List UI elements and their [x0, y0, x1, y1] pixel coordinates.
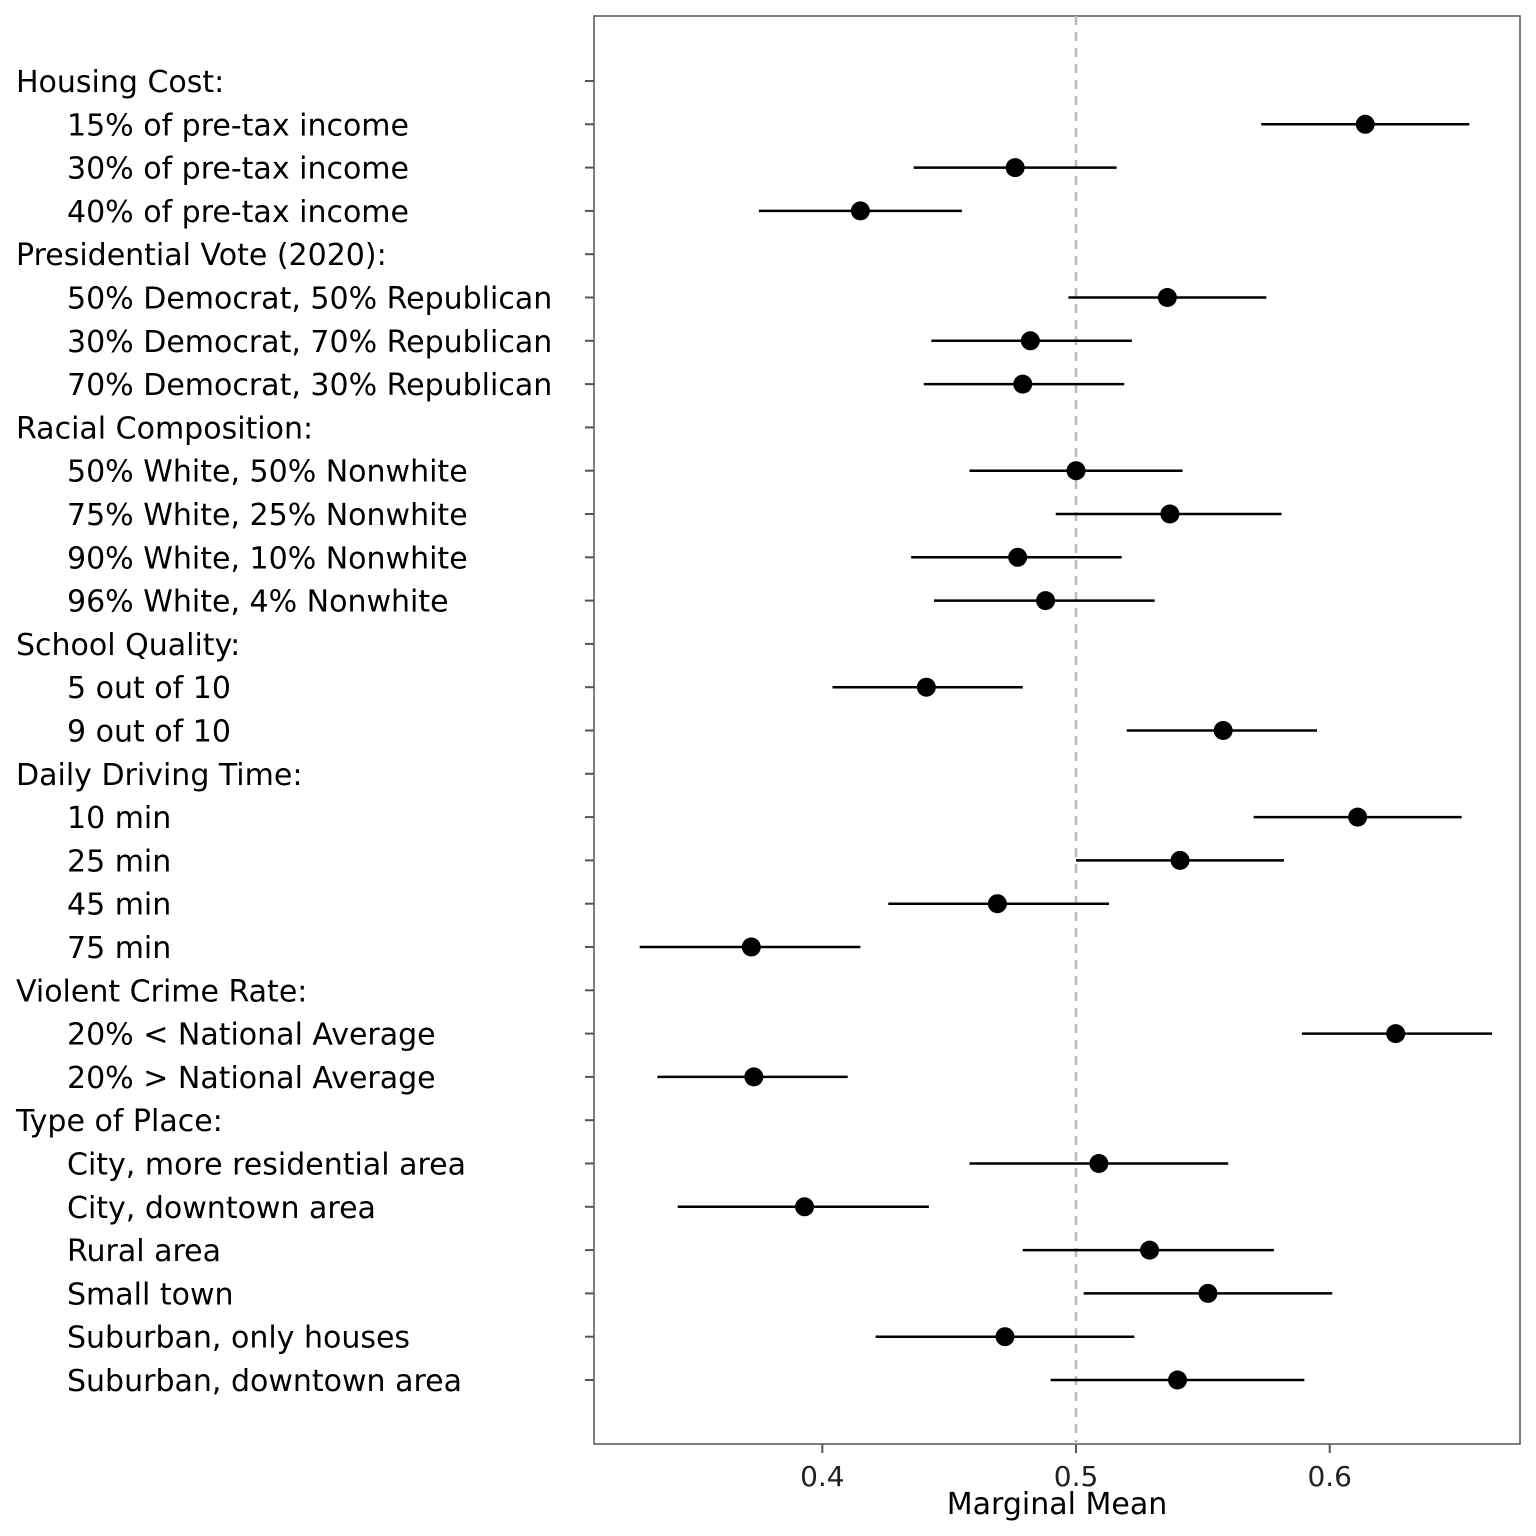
level-label: 5 out of 10 [67, 671, 231, 706]
level-label: 50% White, 50% Nonwhite [67, 455, 468, 490]
point-estimate [916, 677, 936, 697]
y-axis-ticks [585, 80, 594, 1381]
level-label: 96% White, 4% Nonwhite [67, 585, 449, 620]
attribute-header-label: Daily Driving Time: [16, 758, 302, 793]
x-tick-label: 0.4 [800, 1460, 845, 1493]
level-label: 20% > National Average [67, 1061, 436, 1096]
level-label: 9 out of 10 [67, 715, 231, 750]
point-estimates-layer [639, 114, 1493, 1390]
level-label: 90% White, 10% Nonwhite [67, 541, 468, 576]
plot-panel [593, 15, 1521, 1445]
level-label: 75% White, 25% Nonwhite [67, 498, 468, 533]
point-estimate [1348, 807, 1368, 827]
y-axis-labels: Housing Cost: 15% of pre-tax income 30% of… [15, 65, 552, 1399]
level-label: 15% of pre-tax income [67, 108, 409, 143]
point-estimate [1036, 591, 1056, 611]
attribute-header-label: Presidential Vote (2020): [16, 238, 387, 273]
point-estimate [1089, 1154, 1109, 1173]
point-estimate [1386, 1024, 1406, 1044]
point-estimate [995, 1327, 1015, 1347]
point-estimate [1157, 288, 1177, 307]
level-label: Suburban, only houses [67, 1321, 410, 1356]
point-estimate [1005, 158, 1025, 178]
level-label: 75 min [67, 931, 171, 966]
point-estimate [1013, 374, 1033, 394]
point-estimate [1198, 1283, 1218, 1303]
level-label: 45 min [67, 888, 171, 923]
point-estimate [1008, 547, 1028, 567]
level-label: 30% of pre-tax income [67, 152, 409, 187]
level-label: 40% of pre-tax income [67, 195, 409, 230]
attribute-header-label: School Quality: [16, 628, 240, 663]
level-label: 50% Democrat, 50% Republican [67, 282, 552, 317]
attribute-header-label: Racial Composition: [16, 411, 313, 446]
level-label: 30% Democrat, 70% Republican [67, 325, 552, 360]
x-tick-label: 0.6 [1307, 1460, 1352, 1493]
point-estimate [1170, 850, 1190, 870]
point-estimate [1140, 1240, 1160, 1260]
x-tick-label: 0.5 [1054, 1460, 1099, 1493]
point-estimate [850, 201, 870, 221]
point-estimate [741, 937, 761, 957]
point-estimate [1160, 504, 1180, 524]
x-axis-title: Marginal Mean [947, 1487, 1167, 1522]
point-estimate [1168, 1370, 1188, 1390]
level-label: 20% < National Average [67, 1018, 436, 1053]
point-estimate [1020, 331, 1040, 351]
point-estimate [1213, 721, 1233, 740]
point-estimate [744, 1067, 764, 1087]
level-label: Small town [67, 1277, 234, 1312]
attribute-header-label: Type of Place: [15, 1104, 223, 1139]
level-label: 25 min [67, 844, 171, 879]
point-estimate [1066, 461, 1086, 481]
attribute-header-label: Violent Crime Rate: [16, 974, 307, 1009]
point-estimate [795, 1197, 815, 1217]
level-label: 10 min [67, 801, 171, 836]
attribute-header-label: Housing Cost: [16, 65, 224, 100]
point-estimate [1355, 114, 1375, 134]
level-label: 70% Democrat, 30% Republican [67, 368, 552, 403]
x-axis: 0.4 0.5 0.6 [800, 1444, 1352, 1493]
level-label: City, downtown area [67, 1191, 376, 1226]
level-label: City, more residential area [67, 1148, 466, 1183]
level-label: Suburban, downtown area [67, 1364, 462, 1399]
level-label: Rural area [67, 1234, 221, 1269]
point-estimate [987, 894, 1007, 914]
